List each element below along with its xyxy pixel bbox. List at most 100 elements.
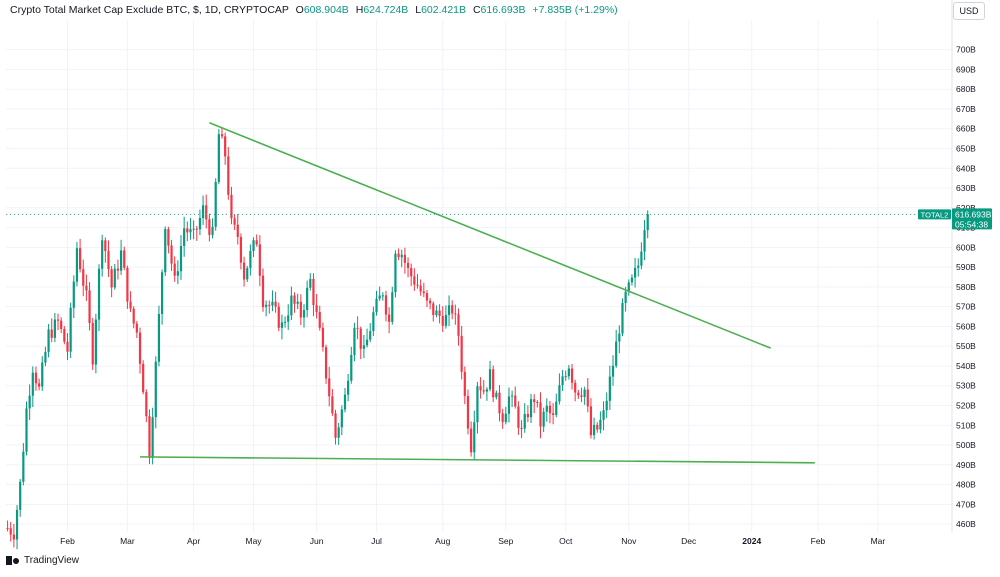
candle [201, 195, 205, 225]
candle [511, 390, 514, 408]
candle-body [236, 224, 239, 237]
x-tick-label: 2024 [742, 536, 761, 546]
y-tick-label: 590B [956, 262, 976, 272]
candle [517, 401, 520, 435]
candle [372, 306, 375, 337]
trendline-horizontal-support[interactable] [140, 456, 815, 464]
candle [208, 213, 211, 242]
candle-body [529, 399, 533, 418]
candle-body [470, 428, 473, 453]
candle-body [479, 386, 482, 391]
price-tag-countdown: 05:54:38 [955, 219, 988, 229]
y-tick-label: 530B [956, 381, 976, 391]
candle [192, 220, 195, 240]
candle [217, 129, 220, 185]
candle-body [192, 228, 195, 230]
candle [463, 366, 466, 405]
candle [498, 385, 501, 422]
candle [488, 360, 492, 392]
y-tick-label: 570B [956, 302, 976, 312]
candle-body [56, 319, 60, 321]
candle [375, 290, 378, 316]
candle [589, 398, 593, 439]
candle [242, 256, 246, 287]
trendlines[interactable] [140, 122, 815, 464]
candle [170, 239, 173, 271]
candle-body [31, 372, 34, 396]
candle [306, 280, 309, 318]
y-axis[interactable]: 460B 470B 480B 490B 500B 510B 520B 530B 540B 550B… [956, 45, 976, 529]
trendline-descending-resistance[interactable] [209, 122, 771, 349]
candle-body [38, 383, 41, 387]
x-tick-label: Jul [371, 536, 382, 546]
candle [365, 328, 369, 348]
candle-body [154, 361, 157, 418]
y-tick-label: 470B [956, 499, 976, 509]
x-tick-label: Nov [621, 536, 637, 546]
symbol-tag-bg [918, 209, 951, 220]
candle [239, 233, 243, 270]
y-tick-label: 700B [956, 45, 976, 55]
candle [47, 324, 50, 358]
candle-body [615, 341, 618, 366]
candle-body [25, 408, 28, 452]
candle-body [646, 214, 649, 231]
candle-body [116, 268, 120, 271]
candle-body [47, 329, 50, 352]
candle [252, 237, 255, 257]
candle [564, 370, 567, 381]
candle-body [589, 406, 593, 436]
candle [406, 257, 410, 278]
candle-body [34, 372, 38, 384]
candle-body [15, 509, 19, 540]
candle [220, 127, 224, 139]
candle-body [132, 308, 135, 324]
candle-body [302, 310, 306, 318]
candle [618, 325, 621, 354]
candle [340, 405, 343, 436]
candle-body [104, 240, 107, 252]
candle-body [365, 339, 369, 346]
candle [400, 249, 403, 268]
candle-body [75, 248, 79, 282]
high-value: 624.724B [363, 4, 409, 16]
x-tick-label: Sep [498, 536, 513, 546]
candle-body [151, 417, 154, 458]
candle-body [50, 329, 53, 338]
candle [482, 380, 485, 395]
candle-body [347, 380, 350, 395]
candle-body [447, 305, 451, 315]
currency-button[interactable]: USD [953, 2, 985, 20]
candle [205, 194, 208, 229]
candle-body [290, 295, 293, 316]
y-tick-label: 680B [956, 84, 976, 94]
candle-body [410, 267, 413, 277]
candle [299, 294, 302, 326]
candle [599, 411, 602, 434]
candle-body [608, 376, 611, 401]
candle-body [394, 253, 397, 293]
candle [574, 379, 577, 402]
candle [529, 393, 533, 424]
candle-body [309, 278, 312, 288]
tradingview-logo[interactable]: TradingView [6, 555, 79, 566]
candle-body [429, 300, 432, 304]
x-axis[interactable]: Feb Mar Apr May Jun Jul Aug Sep Oct Nov Dec 2024 Feb… [60, 536, 885, 546]
candle-body [242, 262, 246, 280]
candle-body [324, 347, 328, 379]
candle-body [438, 310, 441, 316]
candle [233, 214, 236, 231]
candle-body [91, 322, 94, 365]
price-tag-value: 616.693B [955, 209, 992, 219]
candle-body [488, 369, 492, 390]
candle [53, 312, 56, 343]
candle [444, 305, 447, 329]
candle [343, 387, 347, 413]
candle [110, 265, 113, 298]
candle [501, 408, 504, 429]
symbol-title[interactable]: Crypto Total Market Cap Exclude BTC, $, … [10, 4, 289, 16]
candle [413, 268, 416, 291]
candle-body [337, 427, 340, 438]
